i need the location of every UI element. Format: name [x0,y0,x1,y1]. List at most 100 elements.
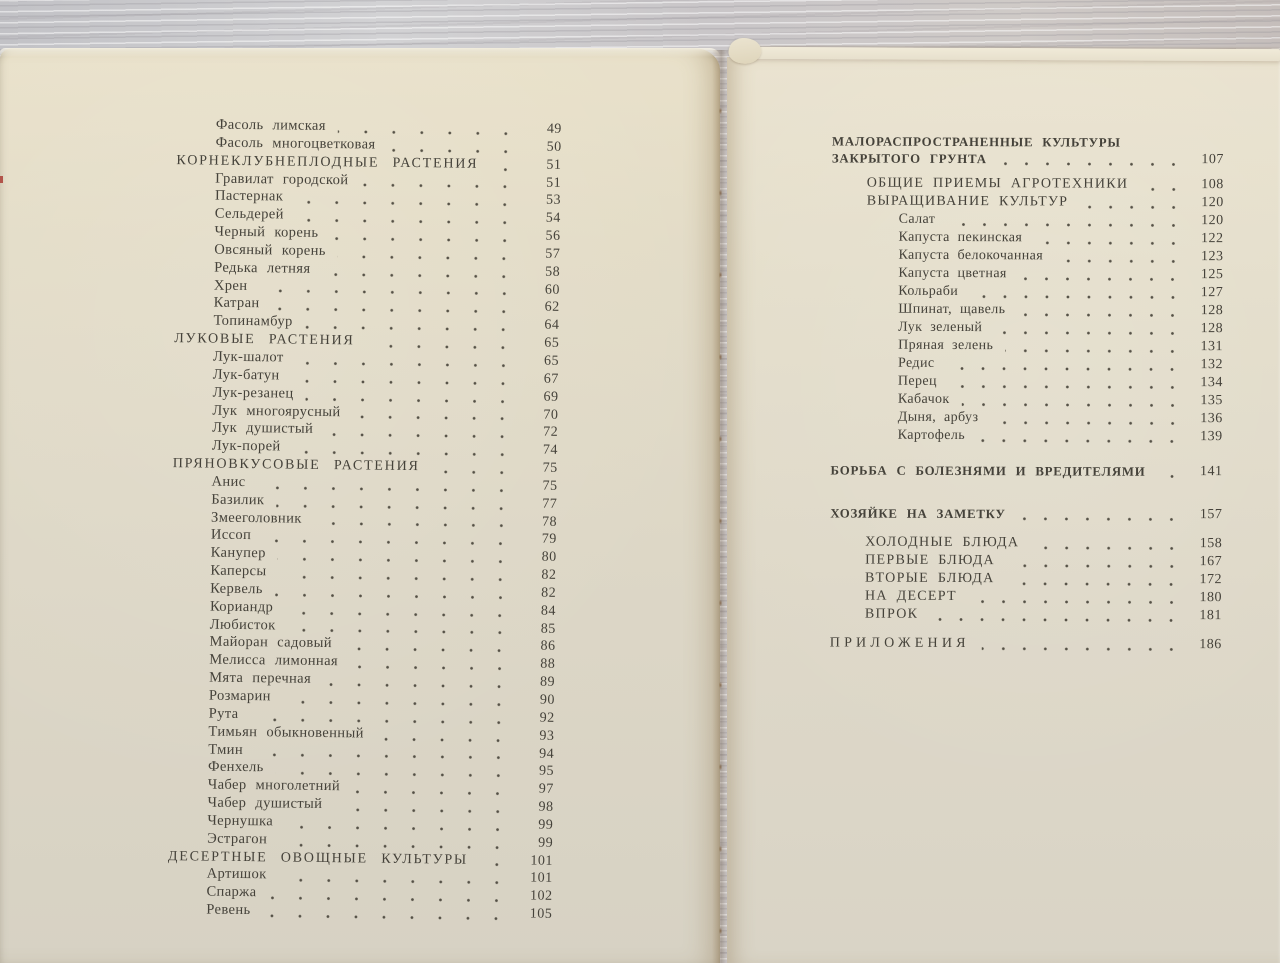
toc-entry-page: 88 [540,656,556,673]
dot-leader [351,778,512,799]
toc-entry-label: Дыня, арбуз [897,409,979,426]
toc-entry-page: 70 [543,407,559,423]
toc-row: Капуста белокочанная 123 [726,246,1279,266]
toc-entry-label: МАЛОРАСПРОСТРАНЕННЫЕ КУЛЬТУРЫ [831,134,1121,150]
toc-row: Кабачок 135 [726,390,1279,410]
toc-entry-page: 80 [541,549,557,566]
toc-entry-page: 51 [546,175,562,191]
dot-leader [330,225,519,246]
toc-row: Капуста цветная 125 [726,264,1279,284]
dot-leader [479,851,512,870]
toc-entry-page: 65 [543,353,560,369]
toc-entry-page: 49 [546,121,562,137]
dot-leader [961,391,1183,410]
toc-entry-page: 158 [1199,536,1223,552]
binding-stitches [717,70,724,950]
toc-entry-label: Капуста цветная [898,265,1007,282]
toc-entry-page: 64 [544,317,560,334]
dot-leader [977,427,1183,446]
dot-leader [322,260,519,281]
toc-entry-page: 78 [541,514,558,530]
toc-entry-label: ВЫРАЩИВАНИЕ КУЛЬТУР [866,193,1069,210]
dot-leader [1080,193,1184,212]
toc-entry-label: ХОЛОДНЫЕ БЛЮДА [865,534,1020,551]
toc-entry-label: ПЕРВЫЕ БЛЮДА [865,552,996,569]
toc-entry-label: ЗАКРЫТОГО ГРУНТА [831,151,987,167]
toc-entry-label: Перец [897,373,937,389]
toc-entry-page: 108 [1201,177,1224,193]
dot-leader [337,118,520,139]
dot-leader [1055,247,1184,266]
dot-leader [343,635,514,656]
toc-entry-page: 57 [545,246,561,262]
dot-leader [337,243,519,264]
toc-row: Шпинат, щавель 128 [726,300,1279,320]
gutter-seam [712,50,729,963]
toc-row: ХОЛОДНЫЕ БЛЮДА 158 [725,533,1278,553]
toc-entry-page: 84 [540,603,557,619]
toc-entry-page: 79 [541,532,557,548]
toc-row: Картофель 139 [726,426,1279,446]
toc-entry-label: Капуста белокочанная [898,247,1044,264]
toc-entry-label: Капуста пекинская [898,229,1023,246]
toc-entry-page: 157 [1199,507,1223,523]
dot-leader [375,725,513,745]
paper-fleck [0,176,3,183]
dot-leader [352,403,517,424]
dot-leader [946,354,1184,374]
toc-entry-label: Шпинат, щавель [898,301,1006,318]
toc-row: ВТОРЫЕ БЛЮДА 172 [725,569,1278,589]
dot-leader [1006,570,1183,589]
toc-entry-page: 120 [1201,213,1224,229]
dot-leader [1157,462,1183,481]
dot-leader [276,492,516,513]
toc-entry-label: ВПРОК [864,606,919,622]
toc-entry-page: 98 [538,799,554,815]
toc-entry-page: 92 [539,710,555,726]
toc-entry-page: 54 [545,210,561,227]
toc-entry-label: ВТОРЫЕ БЛЮДА [865,570,995,587]
toc-entry-page: 58 [545,264,561,280]
dot-leader [930,605,1182,625]
dot-leader [948,372,1183,392]
toc-entry-page: 102 [529,888,553,905]
toc-entry-page: 51 [546,157,562,173]
toc-entry-page: 141 [1199,464,1223,480]
toc-entry-page: 85 [540,621,556,637]
toc-entry-label: Ревень [206,901,251,919]
toc-row: Кольраби 127 [726,282,1279,302]
dot-leader [981,635,1182,654]
toc-entry-page: 132 [1200,357,1224,373]
toc-entry-label: НА ДЕСЕРТ [864,588,957,605]
toc-left-column: Фасоль лимская 49 Фасоль многоцветковая 50 К… [0,114,720,926]
toc-entry-page: 75 [542,478,558,494]
dot-leader [970,283,1184,302]
dot-leader [334,796,512,817]
toc-entry-page: 105 [529,906,553,922]
dot-leader [1005,337,1184,356]
toc-entry-page: 72 [543,425,559,441]
toc-entry-page: 82 [541,585,557,601]
dot-leader [1017,505,1183,524]
toc-entry-page: 101 [530,853,554,869]
dot-leader [262,902,511,924]
dot-leader [1031,534,1183,553]
toc-row: Пряная зелень 131 [726,336,1279,356]
toc-entry-page: 107 [1201,152,1224,168]
toc-entry-page: 167 [1199,554,1223,570]
toc-row: ВЫРАЩИВАНИЕ КУЛЬТУР 120 [727,192,1280,212]
dot-leader [947,210,1184,230]
toc-row: Перец 134 [726,372,1279,392]
dot-leader [1017,301,1184,320]
toc-entry-page: 136 [1200,411,1223,427]
dot-leader [1034,229,1184,248]
toc-entry-label: ХОЗЯЙКЕ НА ЗАМЕТКУ [830,506,1006,522]
toc-row: ПРИЛОЖЕНИЯ 186 [725,634,1278,654]
dot-leader [349,653,514,674]
toc-entry-page: 186 [1199,637,1222,653]
toc-entry-page: 123 [1200,249,1224,265]
toc-row: БОРЬБА С БОЛЕЗНЯМИ И ВРЕДИТЕЛЯМИ 141 [725,461,1278,481]
toc-entry-label: БОРЬБА С БОЛЕЗНЯМИ И ВРЕДИТЕЛЯМИ [830,463,1146,479]
toc-entry-page: 94 [539,746,555,762]
